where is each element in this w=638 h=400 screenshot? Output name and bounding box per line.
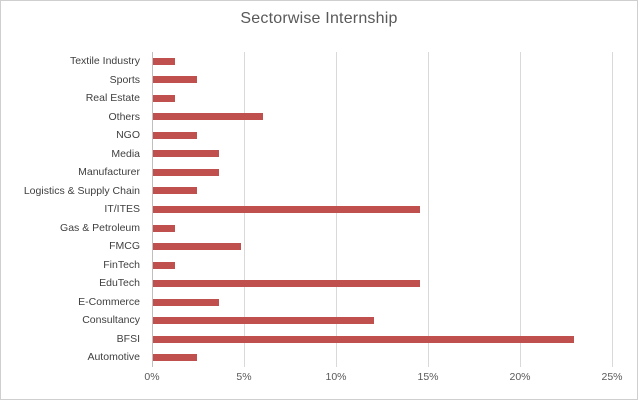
category-label: FMCG (109, 240, 140, 253)
bar (153, 76, 198, 84)
category-label: BFSI (116, 332, 140, 345)
category-label: Others (108, 110, 140, 123)
bar (153, 187, 198, 195)
category-label: Real Estate (85, 92, 140, 105)
bar (153, 335, 575, 343)
x-tick-label: 15% (417, 371, 439, 383)
gridline (611, 52, 613, 367)
category-label: Automotive (87, 351, 140, 364)
category-label: Gas & Petroleum (60, 221, 140, 234)
bar (153, 280, 420, 288)
category-label: IT/ITES (104, 203, 140, 216)
x-tick-label: 10% (325, 371, 347, 383)
x-tick-label: 25% (601, 371, 623, 383)
category-label: EduTech (99, 277, 140, 290)
plot-area (152, 52, 613, 367)
category-label: E-Commerce (78, 295, 140, 308)
category-label: Logistics & Supply Chain (23, 184, 140, 197)
gridline (519, 52, 521, 367)
category-label: NGO (116, 129, 140, 142)
value-axis-labels: 0% 5% 10% 15% 20% 25% (1, 371, 637, 387)
gridline (427, 52, 429, 367)
category-label: Textile Industry (69, 55, 140, 67)
bar (153, 298, 220, 306)
x-tick-label: 0% (144, 371, 160, 383)
bar (153, 168, 220, 176)
category-label: Sports (109, 73, 140, 86)
chart-title: Sectorwise Internship (240, 10, 398, 27)
bar (153, 57, 176, 65)
x-tick-label: 5% (236, 371, 252, 383)
bar (153, 243, 242, 251)
bar (153, 224, 176, 232)
bar (153, 317, 374, 325)
bar (153, 131, 198, 139)
bar (153, 113, 264, 121)
category-label: Media (111, 147, 140, 160)
category-label: Manufacturer (78, 166, 140, 179)
category-label: FinTech (103, 258, 140, 271)
category-axis-labels: Textile Industry Sports Real Estate Others N… (1, 52, 146, 367)
bar (153, 94, 176, 102)
category-label: Consultancy (82, 314, 140, 327)
x-tick-label: 20% (509, 371, 531, 383)
bar (153, 150, 220, 158)
bar (153, 354, 198, 362)
bar (153, 206, 420, 213)
bar (153, 261, 176, 269)
category-axis-line (152, 52, 153, 367)
